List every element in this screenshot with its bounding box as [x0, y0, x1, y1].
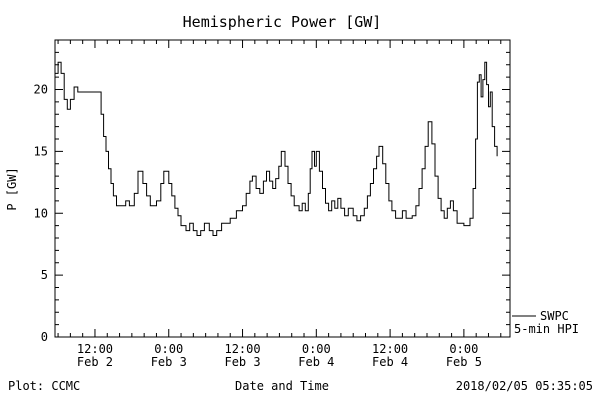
y-tick-label: 15 [34, 144, 48, 158]
x-tick-time-label: 0:00 [302, 342, 331, 356]
y-tick-label: 5 [41, 268, 48, 282]
x-tick-time-label: 12:00 [77, 342, 113, 356]
x-axis-title: Date and Time [235, 379, 329, 393]
x-tick-time-label: 0:00 [154, 342, 183, 356]
footer-timestamp: 2018/02/05 05:35:05 [456, 379, 593, 393]
y-tick-label: 0 [41, 330, 48, 344]
x-tick-date-label: Feb 5 [446, 355, 482, 369]
y-tick-label: 10 [34, 206, 48, 220]
legend-series-name: SWPC [540, 309, 569, 323]
x-tick-time-label: 12:00 [372, 342, 408, 356]
x-tick-date-label: Feb 3 [224, 355, 260, 369]
x-tick-date-label: Feb 4 [298, 355, 334, 369]
chart-title: Hemispheric Power [GW] [183, 13, 382, 31]
y-tick-label: 20 [34, 83, 48, 97]
x-tick-date-label: Feb 4 [372, 355, 408, 369]
x-tick-time-label: 0:00 [449, 342, 478, 356]
legend-series-desc: 5-min HPI [514, 322, 579, 336]
plot-frame [54, 39, 511, 338]
x-tick-time-label: 12:00 [224, 342, 260, 356]
x-tick-date-label: Feb 3 [151, 355, 187, 369]
hpi-step-line [55, 61, 498, 236]
footer-plot-source: Plot: CCMC [8, 379, 80, 393]
y-axis-label: P [GW] [5, 167, 19, 210]
x-tick-date-label: Feb 2 [77, 355, 113, 369]
